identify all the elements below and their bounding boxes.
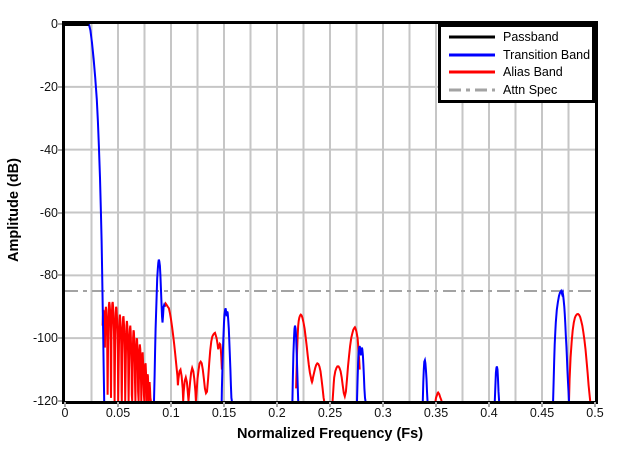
- y-tick-label: -80: [39, 268, 58, 283]
- x-tick-label: 0.35: [423, 406, 449, 420]
- x-tick-label: 0.45: [529, 406, 555, 420]
- x-tick-mark: [435, 402, 437, 407]
- y-tick-label: -20: [39, 79, 58, 94]
- legend-item-label: Alias Band: [503, 65, 563, 80]
- series-transition-band: [356, 345, 367, 401]
- y-tick-mark: [57, 337, 62, 340]
- series-transition-band: [220, 308, 233, 401]
- legend-item: Passband: [441, 29, 592, 45]
- y-tick-label: -40: [39, 142, 58, 157]
- legend: Passband Transition Band Alias Band Attn Sp…: [438, 24, 595, 103]
- x-tick-label: 0.5: [586, 406, 604, 420]
- x-tick-label: 0.1: [162, 406, 180, 420]
- legend-line-sample: [449, 88, 495, 92]
- legend-item: Attn Spec: [441, 82, 592, 98]
- x-tick-mark: [117, 402, 119, 407]
- x-tick-mark: [170, 402, 172, 407]
- series-alias-band: [101, 301, 152, 401]
- y-tick-label: 0: [51, 17, 58, 31]
- series-alias-band: [568, 312, 592, 401]
- legend-line-sample: [449, 53, 495, 57]
- y-tick-mark: [57, 400, 62, 402]
- y-tick-label: -100: [32, 331, 58, 346]
- y-tick-mark: [57, 211, 62, 214]
- x-tick-mark: [541, 402, 543, 407]
- x-tick-label: 0.4: [480, 406, 498, 420]
- legend-item: Transition Band: [441, 47, 592, 63]
- x-tick-mark: [329, 402, 331, 407]
- x-tick-label: 0.2: [268, 406, 286, 420]
- x-axis-title: Normalized Frequency (Fs): [236, 426, 424, 442]
- series-transition-band: [87, 24, 106, 401]
- legend-item-label: Attn Spec: [503, 83, 558, 98]
- legend-item-label: Transition Band: [503, 47, 591, 62]
- x-tick-mark: [276, 402, 278, 407]
- y-tick-mark: [57, 85, 62, 88]
- x-tick-label: 0: [61, 406, 69, 420]
- series-alias-band: [331, 325, 361, 401]
- series-transition-band: [421, 356, 429, 401]
- x-tick-mark: [382, 402, 384, 407]
- legend-item: Alias Band: [441, 64, 592, 80]
- y-tick-label: -60: [39, 205, 58, 220]
- y-tick-mark: [57, 23, 62, 25]
- series-alias-band: [163, 301, 223, 401]
- y-tick-mark: [57, 148, 62, 151]
- plot-canvas: [65, 24, 595, 401]
- x-tick-label: 0.3: [374, 406, 392, 420]
- x-tick-mark: [594, 402, 596, 407]
- series-transition-band: [493, 366, 501, 401]
- x-tick-label: 0.25: [317, 406, 343, 420]
- x-tick-label: 0.05: [105, 406, 131, 420]
- series-transition-band: [552, 288, 570, 401]
- legend-line-sample: [449, 35, 495, 39]
- series-alias-band: [434, 390, 443, 401]
- x-tick-label: 0.15: [211, 406, 237, 420]
- x-tick-mark: [223, 402, 225, 407]
- x-tick-mark: [64, 402, 66, 407]
- legend-item-label: Passband: [503, 29, 559, 44]
- x-tick-mark: [488, 402, 490, 407]
- series-transition-band: [291, 325, 300, 401]
- series-alias-band: [295, 313, 326, 401]
- series-transition-band: [153, 259, 166, 401]
- y-tick-label: -120: [32, 394, 58, 408]
- legend-line-sample: [449, 70, 495, 74]
- y-tick-mark: [57, 274, 62, 277]
